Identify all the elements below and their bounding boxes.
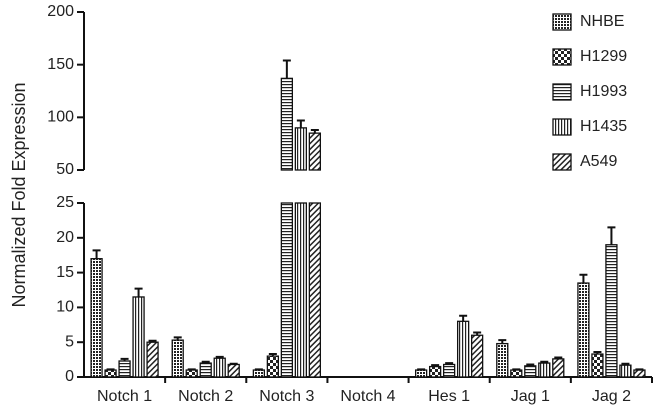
- legend-swatch: [552, 83, 572, 101]
- legend-label: H1993: [580, 83, 627, 100]
- bar: [227, 363, 240, 378]
- x-tick-label: Jag 1: [511, 388, 550, 405]
- y-axis-label: Normalized Fold Expression: [9, 82, 29, 307]
- legend-label: A549: [580, 153, 617, 170]
- error-bar: [593, 350, 602, 355]
- error-bar: [621, 362, 630, 366]
- legend-label: NHBE: [580, 13, 624, 30]
- bar: [510, 369, 523, 378]
- bar: [199, 362, 212, 378]
- bar: [577, 282, 590, 378]
- bar: [308, 202, 322, 378]
- error-bar: [607, 226, 616, 245]
- bar: [294, 202, 308, 378]
- error-bar: [282, 59, 291, 79]
- x-tick-label: Notch 3: [259, 388, 314, 405]
- bar: [280, 202, 294, 378]
- x-tick-label: Notch 2: [178, 388, 233, 405]
- y-tick-label: 15: [56, 264, 74, 281]
- error-bar: [173, 336, 182, 341]
- bar-upper: [280, 77, 294, 171]
- bar-upper: [308, 132, 322, 171]
- bar: [171, 339, 184, 378]
- error-bar: [268, 353, 277, 357]
- bar: [185, 369, 198, 378]
- bar: [428, 365, 442, 378]
- error-bar: [215, 355, 224, 359]
- error-bar: [229, 362, 238, 365]
- bar: [633, 369, 646, 378]
- legend-swatch: [552, 48, 572, 66]
- error-bar: [134, 287, 143, 297]
- error-bar: [526, 363, 535, 366]
- bar: [442, 363, 456, 378]
- bar: [591, 353, 604, 378]
- error-bar: [187, 368, 196, 371]
- error-bar: [498, 339, 507, 344]
- y-tick-label: 100: [47, 109, 74, 126]
- error-bar: [92, 249, 101, 259]
- error-bar: [554, 356, 563, 359]
- bar: [90, 258, 103, 378]
- bar-upper: [294, 127, 308, 171]
- y-tick-label: 5: [65, 333, 74, 350]
- error-bar: [431, 364, 440, 367]
- bar: [118, 360, 131, 378]
- x-tick-label: Notch 4: [340, 388, 395, 405]
- y-tick-label: 50: [56, 161, 74, 178]
- legend-label: H1299: [580, 48, 627, 65]
- bar: [538, 362, 551, 378]
- bar: [104, 369, 117, 378]
- legend-swatch: [552, 153, 572, 171]
- x-tick-label: Notch 1: [97, 388, 152, 405]
- error-bar: [201, 360, 210, 364]
- error-bar: [417, 368, 426, 371]
- y-tick-label: 150: [47, 56, 74, 73]
- error-bar: [579, 273, 588, 284]
- error-bar: [445, 362, 454, 365]
- y-tick-label: 0: [65, 368, 74, 385]
- bar: [266, 355, 280, 378]
- error-bar: [106, 368, 115, 371]
- bar: [456, 320, 470, 378]
- y-tick-label: 200: [47, 3, 74, 20]
- x-tick-label: Hes 1: [428, 388, 470, 405]
- error-bar: [120, 357, 129, 361]
- y-tick-label: 10: [56, 299, 74, 316]
- y-tick-label: 20: [56, 229, 74, 246]
- error-bar: [254, 368, 263, 371]
- bar: [132, 296, 145, 378]
- bar: [470, 334, 484, 378]
- bar: [552, 358, 565, 378]
- error-bar: [296, 119, 305, 128]
- legend-swatch: [552, 13, 572, 31]
- x-tick-label: Jag 2: [592, 388, 631, 405]
- bar: [252, 369, 266, 378]
- legend-swatch: [552, 118, 572, 136]
- error-bar: [310, 128, 319, 134]
- error-bar: [540, 360, 549, 364]
- error-bar: [512, 368, 521, 371]
- legend-label: H1435: [580, 118, 627, 135]
- bar: [146, 341, 159, 378]
- bar: [213, 357, 226, 378]
- bar: [496, 342, 509, 378]
- error-bar: [635, 368, 644, 371]
- error-bar: [459, 314, 468, 322]
- error-bar: [473, 331, 482, 336]
- y-tick-label: 25: [56, 194, 74, 211]
- bar: [414, 369, 428, 378]
- bar: [619, 364, 632, 378]
- bar: [524, 365, 537, 378]
- error-bar: [148, 339, 157, 343]
- bar: [605, 244, 618, 378]
